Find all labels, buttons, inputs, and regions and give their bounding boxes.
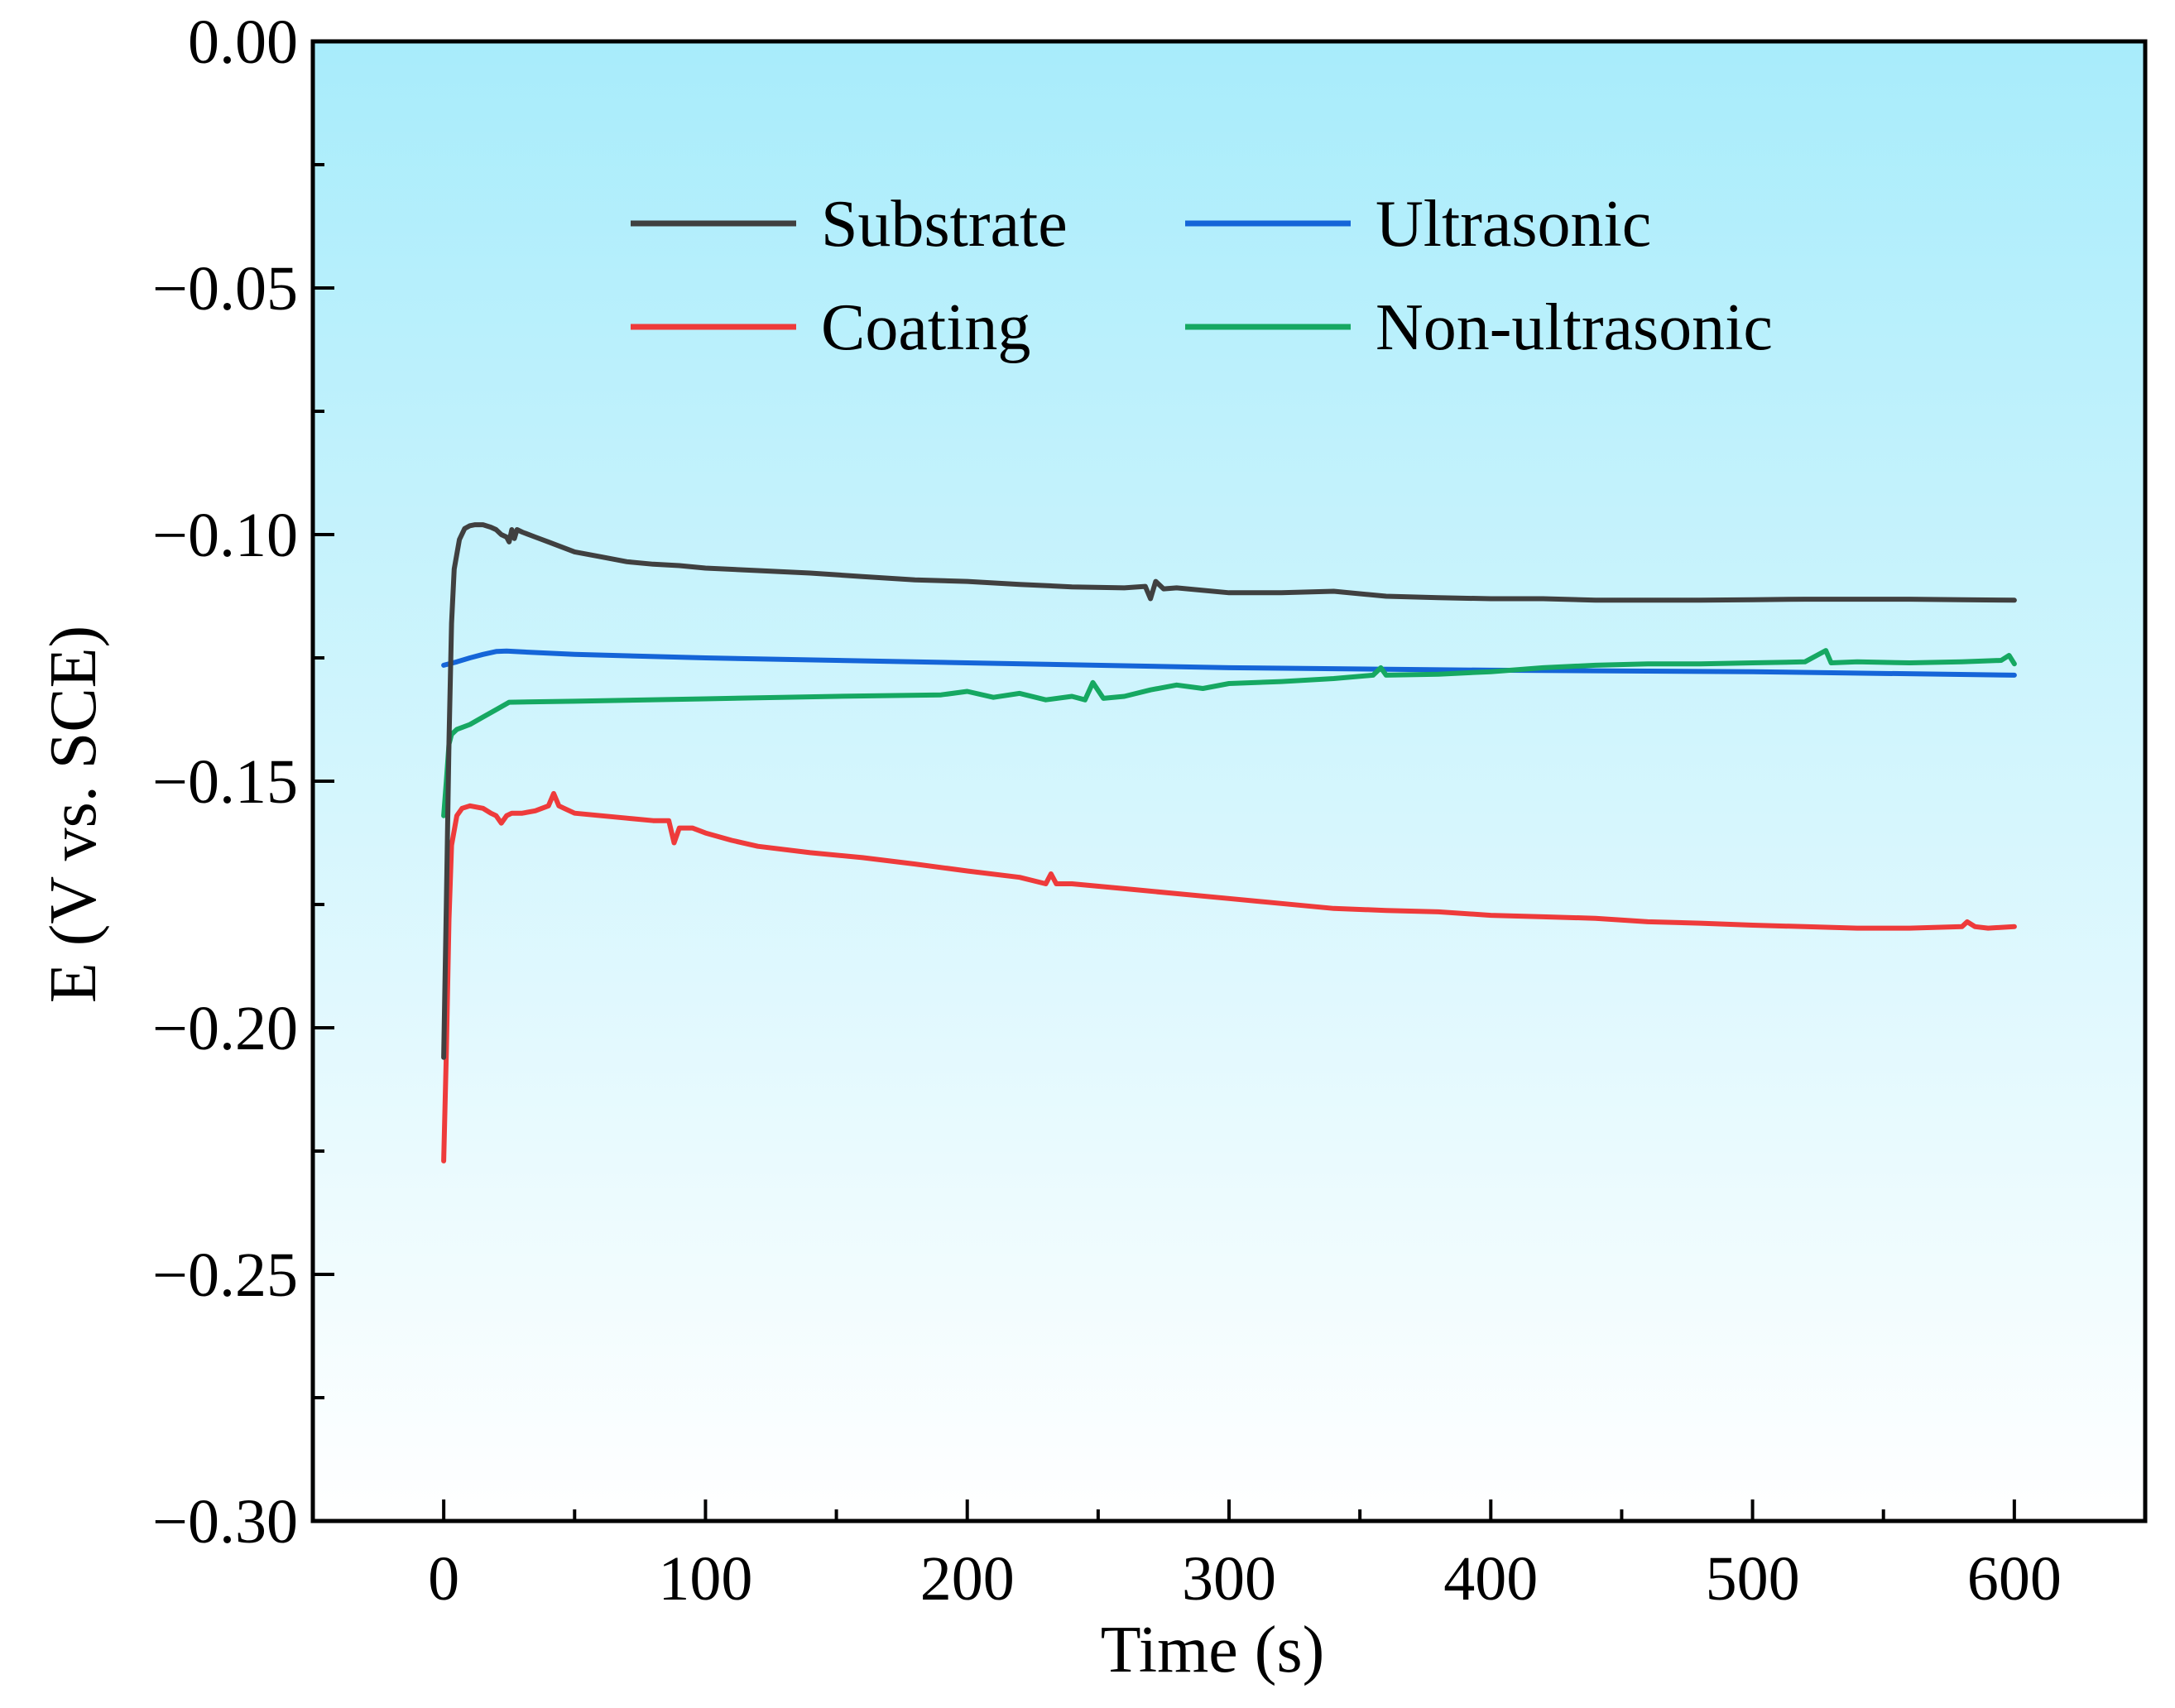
x-tick-label: 400 [1443, 1544, 1538, 1614]
x-tick-label: 600 [1967, 1544, 2062, 1614]
legend-label: Substrate [821, 188, 1068, 261]
x-tick-label: 100 [658, 1544, 752, 1614]
y-tick-label: −0.15 [152, 747, 298, 817]
x-tick-label: 200 [920, 1544, 1015, 1614]
series-layer [441, 522, 2017, 1163]
legend-item: Ultrasonic [1185, 188, 1651, 261]
y-tick-label: −0.05 [152, 254, 298, 324]
legend: Substrate Coating Ultrasonic Non-ultrasonic [631, 188, 1773, 364]
series-line-coating [441, 790, 2017, 1163]
y-axis-title: E (V vs. SCE) [37, 626, 110, 1003]
series-line-ultrasonic [441, 648, 2017, 678]
legend-item: Non-ultrasonic [1185, 291, 1773, 364]
x-axis-title: Time (s) [1101, 1614, 1324, 1686]
legend-label: Non-ultrasonic [1376, 291, 1773, 364]
x-tick-label: 0 [428, 1544, 459, 1614]
y-tick-label: −0.30 [152, 1487, 298, 1557]
x-tick-label: 500 [1706, 1544, 1800, 1614]
axis-tick-labels: 0 100 200 300 400 500 600 0.00 −0.05 −0.10 −0.15 −0… [152, 7, 2062, 1614]
legend-label: Coating [821, 291, 1030, 364]
legend-item: Substrate [631, 188, 1068, 261]
y-tick-label: 0.00 [188, 7, 298, 77]
y-tick-label: −0.10 [152, 501, 298, 570]
y-tick-label: −0.20 [152, 994, 298, 1063]
plot-area-background [313, 41, 2145, 1521]
legend-label: Ultrasonic [1376, 188, 1651, 261]
y-tick-label: −0.25 [152, 1240, 298, 1310]
x-tick-label: 300 [1182, 1544, 1276, 1614]
axis-ticks [313, 40, 2016, 1523]
legend-item: Coating [631, 291, 1030, 364]
series-line-substrate [441, 522, 2017, 1060]
series-line-non-ultrasonic [441, 648, 2017, 818]
